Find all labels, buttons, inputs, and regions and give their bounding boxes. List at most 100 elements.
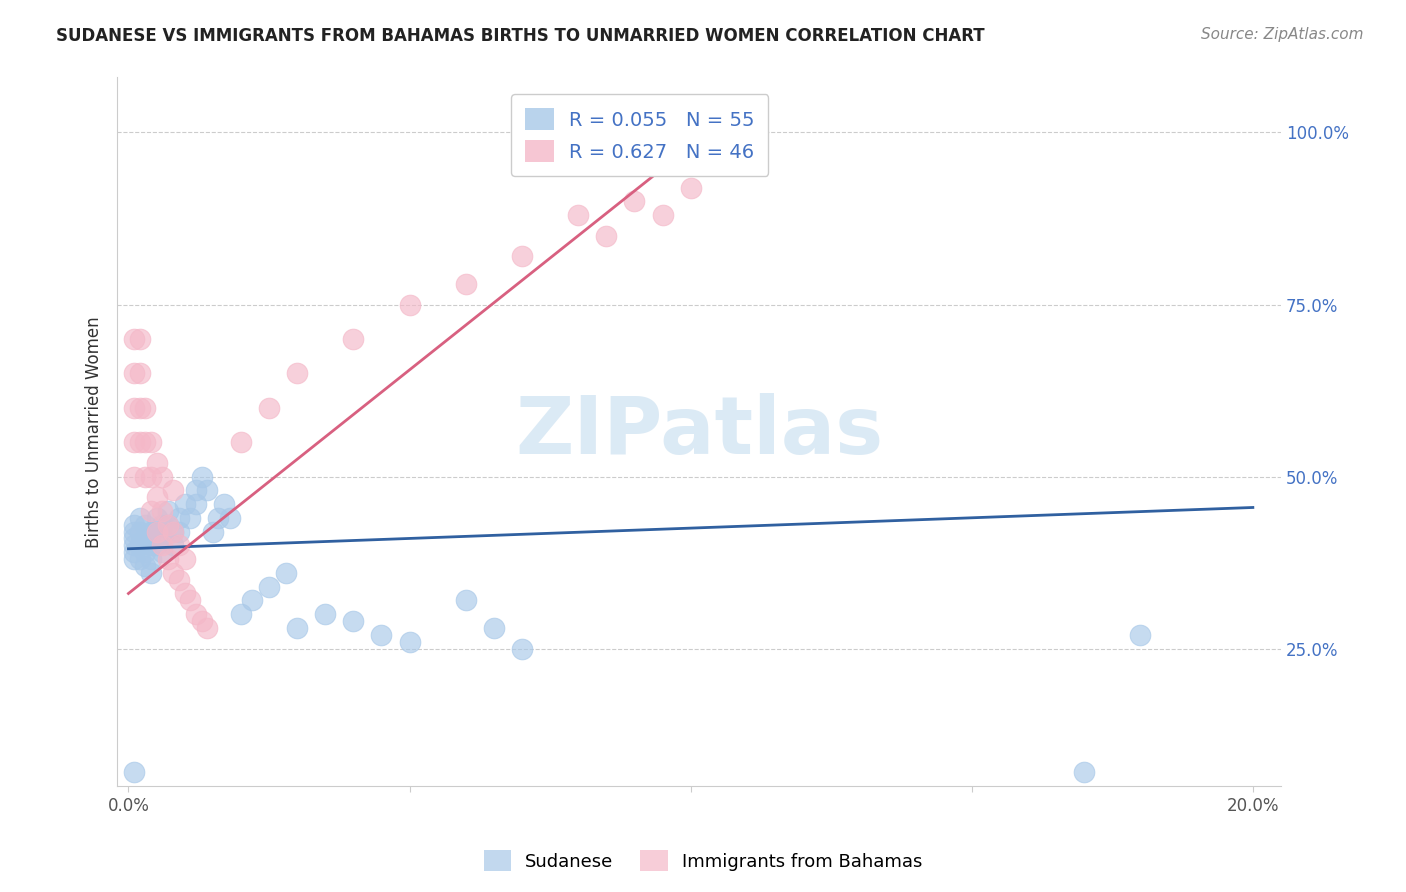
Legend: Sudanese, Immigrants from Bahamas: Sudanese, Immigrants from Bahamas [477, 843, 929, 879]
Point [156, 517, 179, 532]
Point [145, 456, 167, 470]
Point [134, 435, 156, 450]
Point [285, 367, 308, 381]
Point [145, 524, 167, 539]
Point [134, 545, 156, 559]
Point [122, 401, 145, 415]
Point [257, 401, 280, 415]
Point [156, 552, 179, 566]
Point [370, 628, 392, 642]
Point [128, 552, 150, 566]
Point [207, 510, 229, 524]
Point [145, 524, 167, 539]
Point [139, 469, 162, 483]
Point [122, 538, 145, 552]
Point [128, 510, 150, 524]
Point [128, 401, 150, 415]
Point [454, 593, 477, 607]
Point [212, 497, 235, 511]
Point [122, 517, 145, 532]
Point [134, 558, 156, 573]
Point [342, 332, 364, 346]
Point [595, 228, 617, 243]
Point [122, 532, 145, 546]
Point [179, 593, 201, 607]
Point [1073, 765, 1095, 780]
Point [128, 435, 150, 450]
Point [139, 566, 162, 580]
Point [229, 607, 252, 621]
Point [285, 621, 308, 635]
Point [134, 401, 156, 415]
Point [510, 641, 533, 656]
Point [139, 552, 162, 566]
Point [314, 607, 336, 621]
Point [257, 580, 280, 594]
Point [229, 435, 252, 450]
Point [145, 538, 167, 552]
Point [398, 634, 420, 648]
Point [651, 208, 673, 222]
Point [162, 538, 184, 552]
Point [274, 566, 297, 580]
Point [150, 538, 173, 552]
Point [184, 483, 207, 498]
Point [398, 297, 420, 311]
Point [179, 510, 201, 524]
Point [122, 435, 145, 450]
Point [162, 566, 184, 580]
Point [679, 180, 702, 194]
Point [190, 614, 212, 628]
Point [128, 538, 150, 552]
Point [167, 524, 190, 539]
Point [128, 367, 150, 381]
Point [139, 538, 162, 552]
Point [139, 435, 162, 450]
Point [134, 517, 156, 532]
Point [150, 532, 173, 546]
Point [190, 469, 212, 483]
Point [162, 524, 184, 539]
Legend: R = 0.055   N = 55, R = 0.627   N = 46: R = 0.055 N = 55, R = 0.627 N = 46 [510, 95, 769, 176]
Point [342, 614, 364, 628]
Point [122, 332, 145, 346]
Point [139, 504, 162, 518]
Point [156, 504, 179, 518]
Point [173, 552, 195, 566]
Point [173, 497, 195, 511]
Point [150, 545, 173, 559]
Point [122, 524, 145, 539]
Point [145, 490, 167, 504]
Point [145, 510, 167, 524]
Point [201, 524, 224, 539]
Point [195, 483, 218, 498]
Y-axis label: Births to Unmarried Women: Births to Unmarried Women [86, 316, 103, 548]
Point [184, 607, 207, 621]
Point [167, 510, 190, 524]
Point [122, 552, 145, 566]
Point [173, 586, 195, 600]
Point [218, 510, 240, 524]
Point [240, 593, 263, 607]
Point [122, 367, 145, 381]
Point [122, 545, 145, 559]
Point [510, 249, 533, 263]
Point [482, 621, 505, 635]
Point [150, 517, 173, 532]
Point [567, 208, 589, 222]
Point [139, 524, 162, 539]
Point [162, 483, 184, 498]
Text: SUDANESE VS IMMIGRANTS FROM BAHAMAS BIRTHS TO UNMARRIED WOMEN CORRELATION CHART: SUDANESE VS IMMIGRANTS FROM BAHAMAS BIRT… [56, 27, 984, 45]
Point [122, 765, 145, 780]
Text: Source: ZipAtlas.com: Source: ZipAtlas.com [1201, 27, 1364, 42]
Point [150, 469, 173, 483]
Point [122, 469, 145, 483]
Point [623, 194, 645, 209]
Point [167, 538, 190, 552]
Point [454, 277, 477, 291]
Point [134, 469, 156, 483]
Point [1129, 628, 1152, 642]
Point [128, 524, 150, 539]
Point [150, 504, 173, 518]
Point [167, 573, 190, 587]
